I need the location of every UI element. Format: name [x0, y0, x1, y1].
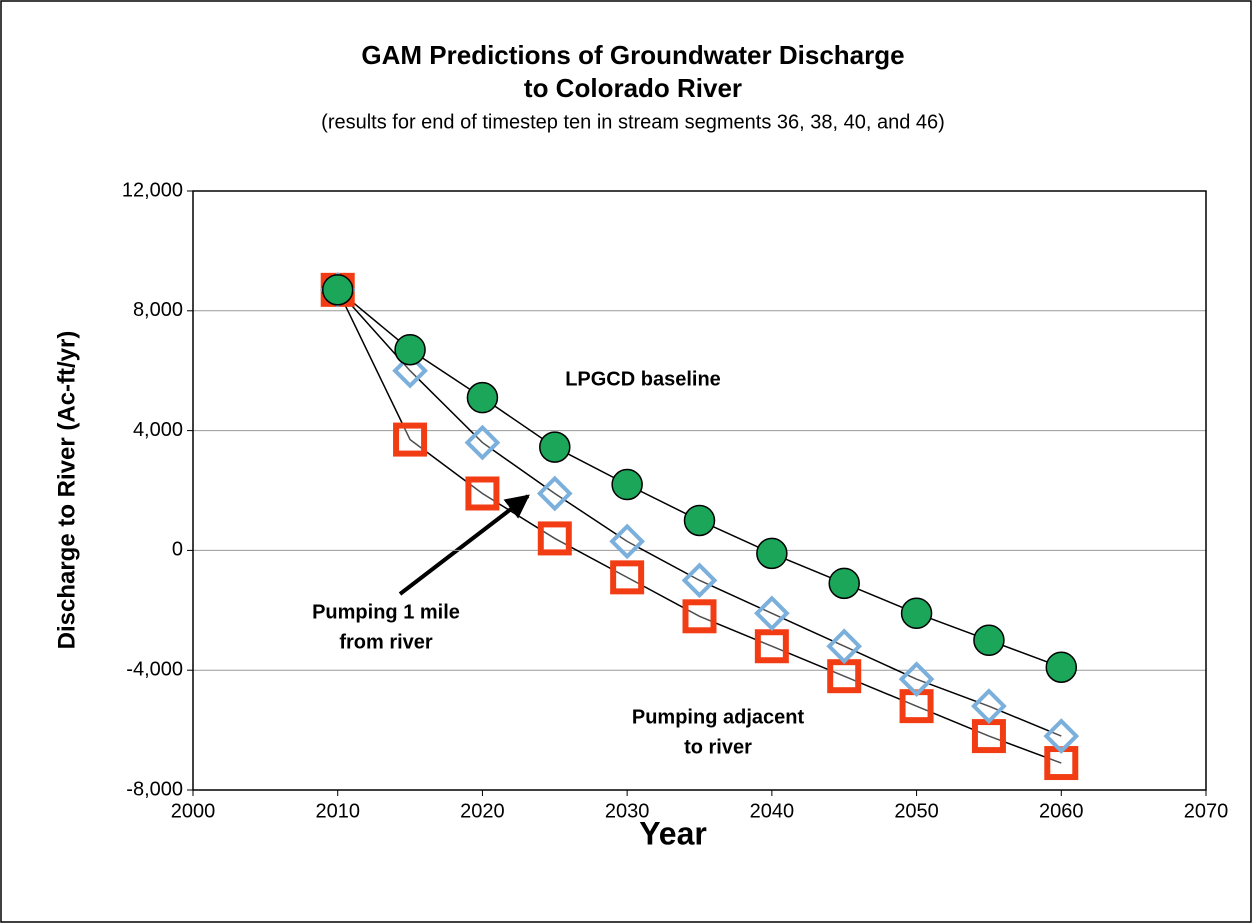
- x-axis-label: Year: [639, 815, 707, 851]
- marker: [971, 688, 1007, 724]
- series-line: [337, 289, 1062, 737]
- marker: [464, 424, 501, 461]
- series-line: [337, 289, 1062, 764]
- marker: [609, 523, 645, 560]
- marker: [610, 560, 645, 595]
- marker: [321, 274, 354, 306]
- y-tick-label: -8,000: [126, 778, 183, 800]
- x-tick-label: 2040: [750, 800, 795, 822]
- annotation: from river: [339, 631, 433, 653]
- marker: [682, 599, 717, 634]
- marker: [826, 628, 863, 665]
- y-tick-label: 12,000: [122, 179, 183, 201]
- marker: [827, 659, 862, 694]
- x-tick-label: 2060: [1039, 800, 1084, 822]
- marker: [898, 661, 935, 698]
- marker: [537, 521, 572, 556]
- marker: [683, 504, 716, 537]
- y-tick-label: 0: [172, 539, 183, 561]
- y-tick-label: 8,000: [133, 299, 183, 321]
- marker: [1043, 718, 1080, 754]
- y-tick-label: -4,000: [126, 658, 183, 680]
- chart-title: to Colorado River: [524, 73, 742, 103]
- marker: [539, 431, 571, 463]
- x-tick-label: 2070: [1184, 800, 1229, 822]
- annotation: to river: [684, 736, 752, 758]
- marker: [681, 562, 718, 599]
- marker: [394, 333, 426, 366]
- y-axis-label: Discharge to River (Ac-ft/yr): [53, 331, 80, 650]
- marker: [466, 381, 499, 414]
- marker: [393, 422, 428, 457]
- x-tick-label: 2020: [460, 800, 505, 822]
- chart-title: GAM Predictions of Groundwater Discharge: [361, 40, 904, 70]
- plot-border: [192, 190, 1207, 791]
- x-tick-label: 2030: [605, 800, 650, 822]
- marker: [754, 629, 789, 664]
- marker: [900, 597, 933, 630]
- marker: [973, 624, 1005, 656]
- marker: [1045, 651, 1078, 683]
- chart-subtitle: (results for end of timestep ten in stre…: [321, 111, 945, 133]
- marker: [828, 567, 860, 600]
- marker: [971, 719, 1006, 754]
- annotation: Pumping 1 mile: [312, 601, 460, 623]
- x-tick-label: 2000: [171, 800, 216, 822]
- marker: [754, 595, 790, 632]
- marker: [756, 537, 788, 570]
- annotation: LPGCD baseline: [565, 368, 721, 390]
- marker: [611, 468, 643, 501]
- arrow: [398, 494, 530, 596]
- marker: [465, 476, 500, 511]
- x-tick-label: 2010: [315, 800, 360, 822]
- annotation: Pumping adjacent: [632, 706, 805, 728]
- x-tick-label: 2050: [894, 800, 939, 822]
- marker: [536, 475, 573, 512]
- y-tick-label: 4,000: [133, 419, 183, 441]
